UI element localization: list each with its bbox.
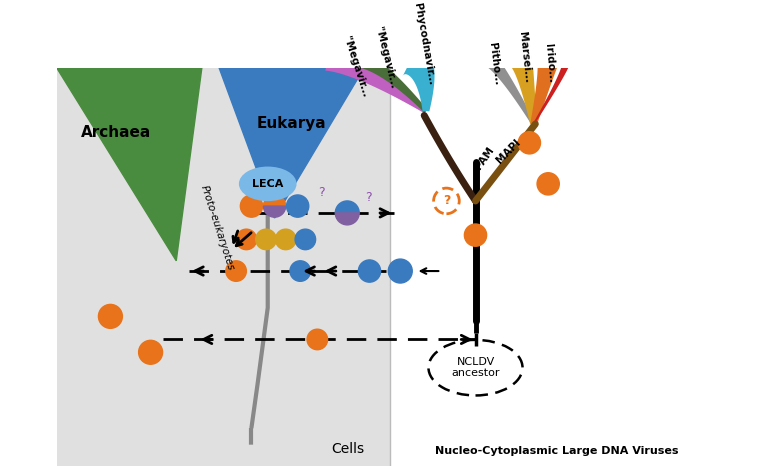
Text: ?: ? [443,194,450,207]
Circle shape [358,260,381,282]
Circle shape [307,329,328,350]
Text: Proto-eukaryotes: Proto-eukaryotes [199,185,236,272]
Polygon shape [219,68,364,218]
Circle shape [275,229,296,250]
Ellipse shape [240,168,296,200]
Text: Phycodnavir...: Phycodnavir... [412,2,436,85]
Circle shape [286,195,309,217]
Text: "Megavir...: "Megavir... [373,26,399,90]
Text: Irido...: Irido... [543,43,557,83]
Text: NCLDV
ancestor: NCLDV ancestor [452,357,500,378]
Polygon shape [56,68,202,261]
Circle shape [464,224,487,246]
Wedge shape [335,213,360,225]
Wedge shape [264,195,285,206]
Text: "Megavir...: "Megavir... [341,35,370,98]
Circle shape [295,229,316,250]
Polygon shape [530,59,560,125]
Circle shape [290,261,310,281]
Text: PAM: PAM [473,145,496,171]
Polygon shape [484,53,536,125]
Polygon shape [325,48,427,113]
Polygon shape [402,42,434,111]
Text: ?: ? [365,191,372,204]
Text: Cells: Cells [332,442,364,456]
Circle shape [240,195,263,217]
Text: Eukarya: Eukarya [257,116,327,131]
Circle shape [139,340,162,364]
Text: Archaea: Archaea [81,125,151,140]
Text: Nucleo-Cytoplasmic Large DNA Viruses: Nucleo-Cytoplasmic Large DNA Viruses [435,446,679,456]
Circle shape [537,173,559,195]
Text: LECA: LECA [252,179,283,189]
Circle shape [388,259,413,283]
Polygon shape [533,59,571,124]
Text: Pitho...: Pitho... [487,42,502,85]
Ellipse shape [346,205,353,221]
Text: ?: ? [318,186,325,199]
Polygon shape [509,53,537,124]
Wedge shape [335,201,360,213]
Wedge shape [264,206,285,217]
Text: MAPI: MAPI [495,137,523,165]
Circle shape [256,229,276,250]
Circle shape [518,132,541,154]
Text: Marsei...: Marsei... [517,31,533,83]
Circle shape [98,304,122,329]
Circle shape [226,261,246,281]
Polygon shape [357,51,427,113]
Circle shape [236,229,257,250]
FancyBboxPatch shape [56,68,390,466]
